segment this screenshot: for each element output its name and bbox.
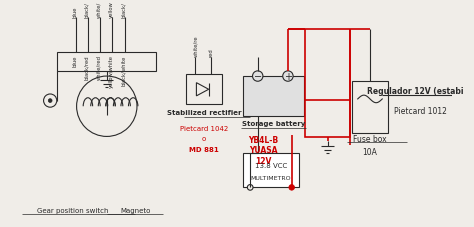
Text: Fuse box: Fuse box <box>353 134 387 143</box>
Circle shape <box>253 72 263 82</box>
Text: Pietcard 1012: Pietcard 1012 <box>393 106 447 115</box>
Text: Pietcard 1042: Pietcard 1042 <box>180 125 228 131</box>
Bar <box>243 77 304 116</box>
Bar <box>57 53 156 72</box>
Text: black/: black/ <box>121 2 126 17</box>
Circle shape <box>289 185 294 190</box>
Text: yellow/white: yellow/white <box>109 55 114 88</box>
Text: +: + <box>284 72 292 82</box>
Bar <box>243 154 299 188</box>
Text: black/: black/ <box>84 2 90 17</box>
Text: Magneto: Magneto <box>120 207 150 213</box>
Text: blue: blue <box>72 55 77 67</box>
Text: Storage battery: Storage battery <box>242 121 305 127</box>
Circle shape <box>77 77 137 137</box>
Text: −: − <box>254 72 262 82</box>
Text: MD 881: MD 881 <box>189 146 219 152</box>
Bar <box>186 75 222 105</box>
Circle shape <box>247 185 253 190</box>
Polygon shape <box>196 83 209 96</box>
Text: YUASA: YUASA <box>249 146 278 154</box>
Text: white/red: white/red <box>97 55 102 80</box>
Text: red: red <box>208 48 213 57</box>
Text: Regulador 12V (estabi: Regulador 12V (estabi <box>367 86 464 95</box>
Text: Gear position switch: Gear position switch <box>37 207 109 213</box>
Text: 13.8 VCC: 13.8 VCC <box>255 163 287 169</box>
Text: o: o <box>202 136 206 142</box>
Circle shape <box>48 99 52 103</box>
Text: MULTIMETRO: MULTIMETRO <box>251 175 291 180</box>
Circle shape <box>283 72 293 82</box>
Text: white/re: white/re <box>193 35 198 57</box>
Circle shape <box>44 95 57 108</box>
Text: YB4L-B: YB4L-B <box>248 135 278 144</box>
Text: yellow: yellow <box>109 1 114 17</box>
Text: black/red: black/red <box>84 55 90 80</box>
Text: blue: blue <box>72 6 77 17</box>
Text: black/white: black/white <box>121 55 126 85</box>
Text: white/: white/ <box>97 1 102 17</box>
Text: 12V: 12V <box>255 156 272 165</box>
Bar <box>352 81 388 133</box>
Bar <box>305 100 350 138</box>
Text: 10A: 10A <box>363 147 377 156</box>
Text: Stabilized rectifier: Stabilized rectifier <box>167 109 241 115</box>
